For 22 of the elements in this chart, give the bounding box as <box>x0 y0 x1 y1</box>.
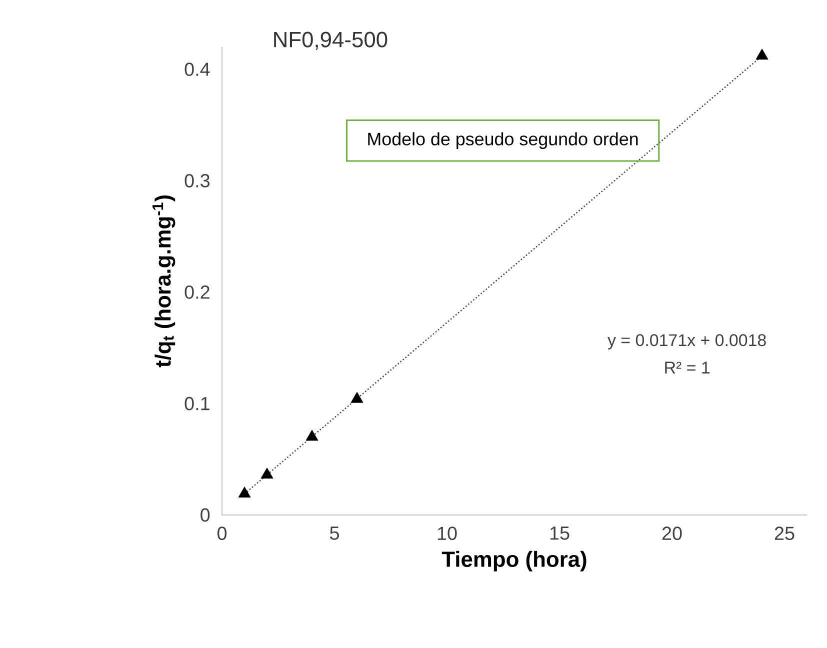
y-tick-label: 0.3 <box>184 174 210 188</box>
x-tick-label: 20 <box>662 526 682 540</box>
x-tick-label: 5 <box>330 526 339 540</box>
point <box>306 430 318 441</box>
y-tick-label: 0.1 <box>184 396 210 410</box>
y-tick-label: 0 <box>200 508 210 522</box>
annotation: R² = 1 <box>665 362 710 374</box>
y-tick-label: 0.4 <box>184 62 210 76</box>
annotation: y = 0.0171x + 0.0018 <box>608 334 766 350</box>
x-tick-label: 10 <box>438 526 457 540</box>
x-tick-label: 15 <box>550 526 570 540</box>
annotation: Modelo de pseudo segundo orden <box>368 132 638 149</box>
x-tick-label: 0 <box>217 526 227 540</box>
y-tick-label: 0.2 <box>184 285 210 299</box>
point <box>350 392 364 403</box>
point <box>260 468 274 479</box>
chart-title: NF0,94-500 <box>274 32 388 50</box>
y-axis-title: t/q$_{t}$ (hora.g.mg$^{-1}$) <box>152 196 176 368</box>
point <box>238 486 251 498</box>
point <box>756 48 768 60</box>
x-tick-label: 25 <box>774 526 794 540</box>
x-axis-title: Tiempo (hora) <box>442 550 586 572</box>
